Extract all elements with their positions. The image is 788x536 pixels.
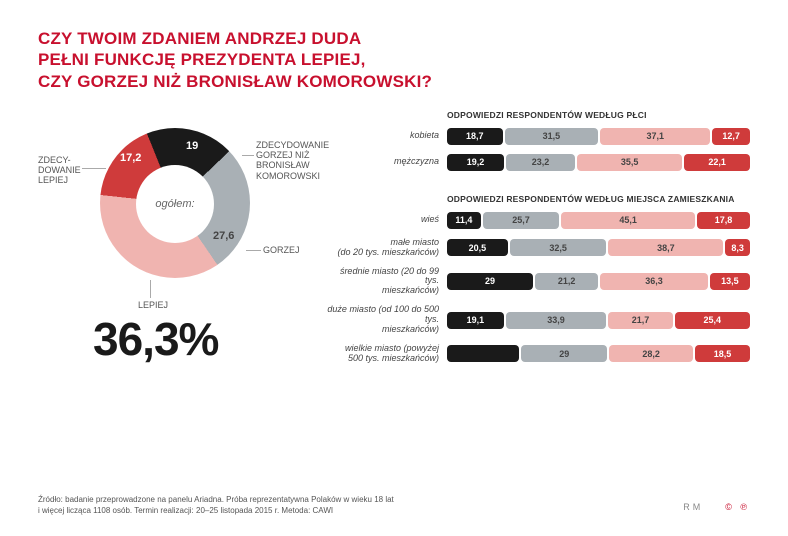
bar-segment: 36,3 bbox=[600, 273, 708, 290]
bar-segment: 25,4 bbox=[675, 312, 750, 329]
footer-line-2: i więcej licząca 1108 osób. Termin reali… bbox=[38, 506, 750, 516]
question-title: CZY TWOIM ZDANIEM ANDRZEJ DUDA PEŁNI FUN… bbox=[38, 28, 750, 92]
big-percent: 36,3% bbox=[93, 312, 308, 366]
leader-zdecydowanie-gorzej: ZDECYDOWANIEGORZEJ NIŻBRONISŁAWKOMOROWSK… bbox=[256, 140, 326, 181]
bar-row: małe miasto(do 20 tys. mieszkańców)20,53… bbox=[326, 238, 750, 258]
bar-segment: 28,2 bbox=[609, 345, 693, 362]
leader-zdecydowanie-lepiej: ZDECY-DOWANIELEPIEJ bbox=[38, 155, 81, 186]
bars-panel: ODPOWIEDZI RESPONDENTÓW WEDŁUG PŁCI kobi… bbox=[326, 110, 750, 373]
footer-source: Źródło: badanie przeprowadzone na panelu… bbox=[38, 495, 750, 516]
donut-panel: ogółem: 19 27,6 17,2 ZDECYDOWANIEGORZEJ … bbox=[38, 110, 308, 373]
bar-track: 20,532,538,78,3 bbox=[447, 239, 750, 256]
bar-segment: 21,2 bbox=[535, 273, 598, 290]
bar-segment: 18,5 bbox=[695, 345, 750, 362]
bar-segment: 22,1 bbox=[684, 154, 750, 171]
bar-segment: 19,1 bbox=[447, 312, 504, 329]
bar-row-label: średnie miasto (20 do 99 tys.mieszkańców… bbox=[326, 267, 441, 297]
bar-row: średnie miasto (20 do 99 tys.mieszkańców… bbox=[326, 267, 750, 297]
bar-row-label: mężczyzna bbox=[326, 157, 441, 167]
footer-marks: RM © ℗ bbox=[683, 502, 750, 514]
bar-row-label: kobieta bbox=[326, 131, 441, 141]
bar-track: 2921,236,313,5 bbox=[447, 273, 750, 290]
bar-segment: 25,7 bbox=[483, 212, 559, 229]
bars-place: wieś 11,425,745,117,8 małe miasto(do 20 ty… bbox=[326, 212, 750, 364]
bar-segment bbox=[447, 345, 519, 362]
bars-gender: kobieta 18,731,537,112,7 mężczyzna 19,223,2… bbox=[326, 128, 750, 171]
content-area: ogółem: 19 27,6 17,2 ZDECYDOWANIEGORZEJ … bbox=[38, 110, 750, 373]
bar-segment: 17,8 bbox=[697, 212, 750, 229]
bar-row-label: wieś bbox=[326, 215, 441, 225]
bar-row-label: małe miasto(do 20 tys. mieszkańców) bbox=[326, 238, 441, 258]
bar-row: kobieta 18,731,537,112,7 bbox=[326, 128, 750, 145]
bar-segment: 45,1 bbox=[561, 212, 695, 229]
bar-segment: 32,5 bbox=[510, 239, 607, 256]
footer-line-1: Źródło: badanie przeprowadzone na panelu… bbox=[38, 495, 750, 505]
bar-track: 11,425,745,117,8 bbox=[447, 212, 750, 229]
bar-track: 19,133,921,725,4 bbox=[447, 312, 750, 329]
bar-track: 2928,218,5 bbox=[447, 345, 750, 362]
bar-segment: 18,7 bbox=[447, 128, 503, 145]
bar-segment: 37,1 bbox=[600, 128, 710, 145]
bar-segment: 29 bbox=[447, 273, 533, 290]
bar-row: mężczyzna 19,223,235,522,1 bbox=[326, 154, 750, 171]
bar-segment: 19,2 bbox=[447, 154, 504, 171]
leader-gorzej: GORZEJ bbox=[263, 245, 300, 255]
bar-segment: 11,4 bbox=[447, 212, 481, 229]
donut-value-black: 19 bbox=[186, 140, 198, 152]
bar-segment: 35,5 bbox=[577, 154, 682, 171]
bar-segment: 38,7 bbox=[608, 239, 723, 256]
title-line-3: CZY GORZEJ NIŻ BRONISŁAW KOMOROWSKI? bbox=[38, 71, 750, 92]
title-line-2: PEŁNI FUNKCJĘ PREZYDENTA LEPIEJ, bbox=[38, 49, 750, 70]
bar-row-label: duże miasto (od 100 do 500 tys.mieszkańc… bbox=[326, 305, 441, 335]
bar-segment: 29 bbox=[521, 345, 607, 362]
bar-track: 19,223,235,522,1 bbox=[447, 154, 750, 171]
section-title-gender: ODPOWIEDZI RESPONDENTÓW WEDŁUG PŁCI bbox=[326, 110, 750, 120]
title-line-1: CZY TWOIM ZDANIEM ANDRZEJ DUDA bbox=[38, 28, 750, 49]
donut-center-label: ogółem: bbox=[136, 165, 214, 243]
bar-row: wieś 11,425,745,117,8 bbox=[326, 212, 750, 229]
bar-segment: 33,9 bbox=[506, 312, 607, 329]
bar-segment: 21,7 bbox=[608, 312, 672, 329]
bar-row: duże miasto (od 100 do 500 tys.mieszkańc… bbox=[326, 305, 750, 335]
footer-rm: RM bbox=[683, 502, 703, 512]
section-title-place: ODPOWIEDZI RESPONDENTÓW WEDŁUG MIEJSCA Z… bbox=[326, 194, 750, 204]
bar-segment: 12,7 bbox=[712, 128, 750, 145]
footer-cc: © ℗ bbox=[725, 502, 750, 512]
bar-track: 18,731,537,112,7 bbox=[447, 128, 750, 145]
bar-segment: 31,5 bbox=[505, 128, 599, 145]
bar-segment: 8,3 bbox=[725, 239, 750, 256]
bar-segment: 13,5 bbox=[710, 273, 750, 290]
leader-lepiej: LEPIEJ bbox=[138, 300, 168, 310]
bar-segment: 23,2 bbox=[506, 154, 575, 171]
donut-value-red: 17,2 bbox=[120, 152, 141, 164]
bar-row-label: wielkie miasto (powyżej500 tys. mieszkań… bbox=[326, 344, 441, 364]
bar-segment: 20,5 bbox=[447, 239, 508, 256]
bar-row: wielkie miasto (powyżej500 tys. mieszkań… bbox=[326, 344, 750, 364]
donut-wrap: ogółem: 19 27,6 17,2 ZDECYDOWANIEGORZEJ … bbox=[38, 110, 308, 310]
donut-value-grey: 27,6 bbox=[213, 230, 234, 242]
